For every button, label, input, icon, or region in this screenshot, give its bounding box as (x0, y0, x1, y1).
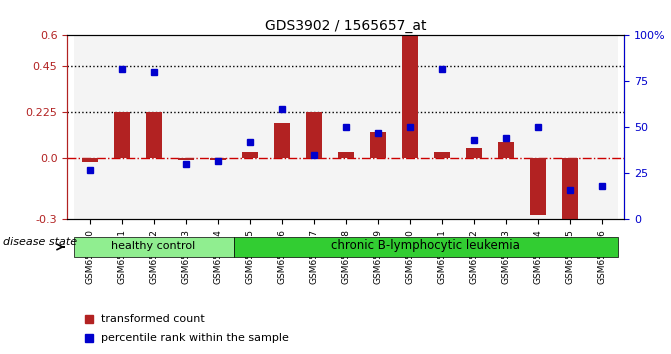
Bar (305, 112, 321, 158)
Bar (338, 152, 354, 158)
Bar (297, 35, 329, 219)
Bar (362, 35, 394, 219)
Bar (81, 158, 97, 162)
Bar (329, 35, 362, 219)
Title: GDS3902 / 1565657_at: GDS3902 / 1565657_at (265, 19, 426, 33)
Text: percentile rank within the sample: percentile rank within the sample (101, 333, 289, 343)
FancyBboxPatch shape (234, 236, 617, 257)
Bar (562, 158, 578, 224)
Bar (209, 158, 225, 160)
FancyBboxPatch shape (74, 236, 234, 257)
Bar (170, 35, 201, 219)
Bar (201, 35, 234, 219)
Bar (146, 112, 162, 158)
Bar (498, 142, 513, 158)
Bar (490, 35, 521, 219)
Bar (458, 35, 490, 219)
Bar (529, 158, 546, 215)
Bar (394, 35, 425, 219)
Bar (401, 36, 417, 158)
Bar (113, 112, 130, 158)
Bar (242, 152, 258, 158)
Text: disease state: disease state (3, 238, 77, 247)
Bar (370, 132, 386, 158)
Bar (178, 158, 193, 160)
Bar (138, 35, 170, 219)
Text: healthy control: healthy control (111, 241, 196, 251)
Bar (425, 35, 458, 219)
Bar (586, 35, 617, 219)
Text: transformed count: transformed count (101, 314, 204, 324)
Bar (74, 35, 105, 219)
Text: chronic B-lymphocytic leukemia: chronic B-lymphocytic leukemia (331, 239, 520, 252)
Bar (554, 35, 586, 219)
Bar (521, 35, 554, 219)
Bar (105, 35, 138, 219)
Bar (433, 152, 450, 158)
Bar (266, 35, 297, 219)
Bar (466, 148, 482, 158)
Bar (234, 35, 266, 219)
Bar (274, 123, 290, 158)
